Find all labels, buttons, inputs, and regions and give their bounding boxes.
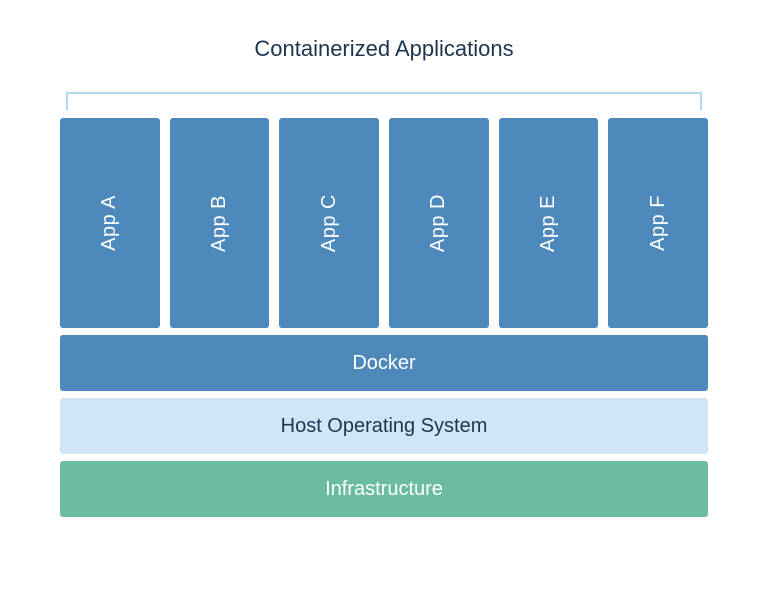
apps-row: App A App B App C App D App E App F — [60, 118, 708, 328]
app-box-c: App C — [279, 118, 379, 328]
layer-label: Host Operating System — [281, 415, 488, 438]
app-label: App E — [537, 195, 560, 252]
app-label: App F — [647, 195, 670, 251]
layer-label: Docker — [352, 352, 415, 375]
diagram-title: Containerized Applications — [60, 36, 708, 62]
grouping-bracket — [66, 92, 702, 110]
app-label: App A — [98, 195, 121, 251]
layer-docker: Docker — [60, 335, 708, 391]
app-label: App D — [427, 194, 450, 252]
app-box-e: App E — [499, 118, 599, 328]
app-label: App B — [208, 195, 231, 252]
app-box-b: App B — [170, 118, 270, 328]
app-box-d: App D — [389, 118, 489, 328]
layer-infrastructure: Infrastructure — [60, 461, 708, 517]
diagram-container: Containerized Applications App A App B A… — [0, 0, 768, 564]
app-label: App C — [318, 194, 341, 252]
app-box-f: App F — [608, 118, 708, 328]
app-box-a: App A — [60, 118, 160, 328]
layer-label: Infrastructure — [325, 478, 443, 501]
layer-host-os: Host Operating System — [60, 398, 708, 454]
